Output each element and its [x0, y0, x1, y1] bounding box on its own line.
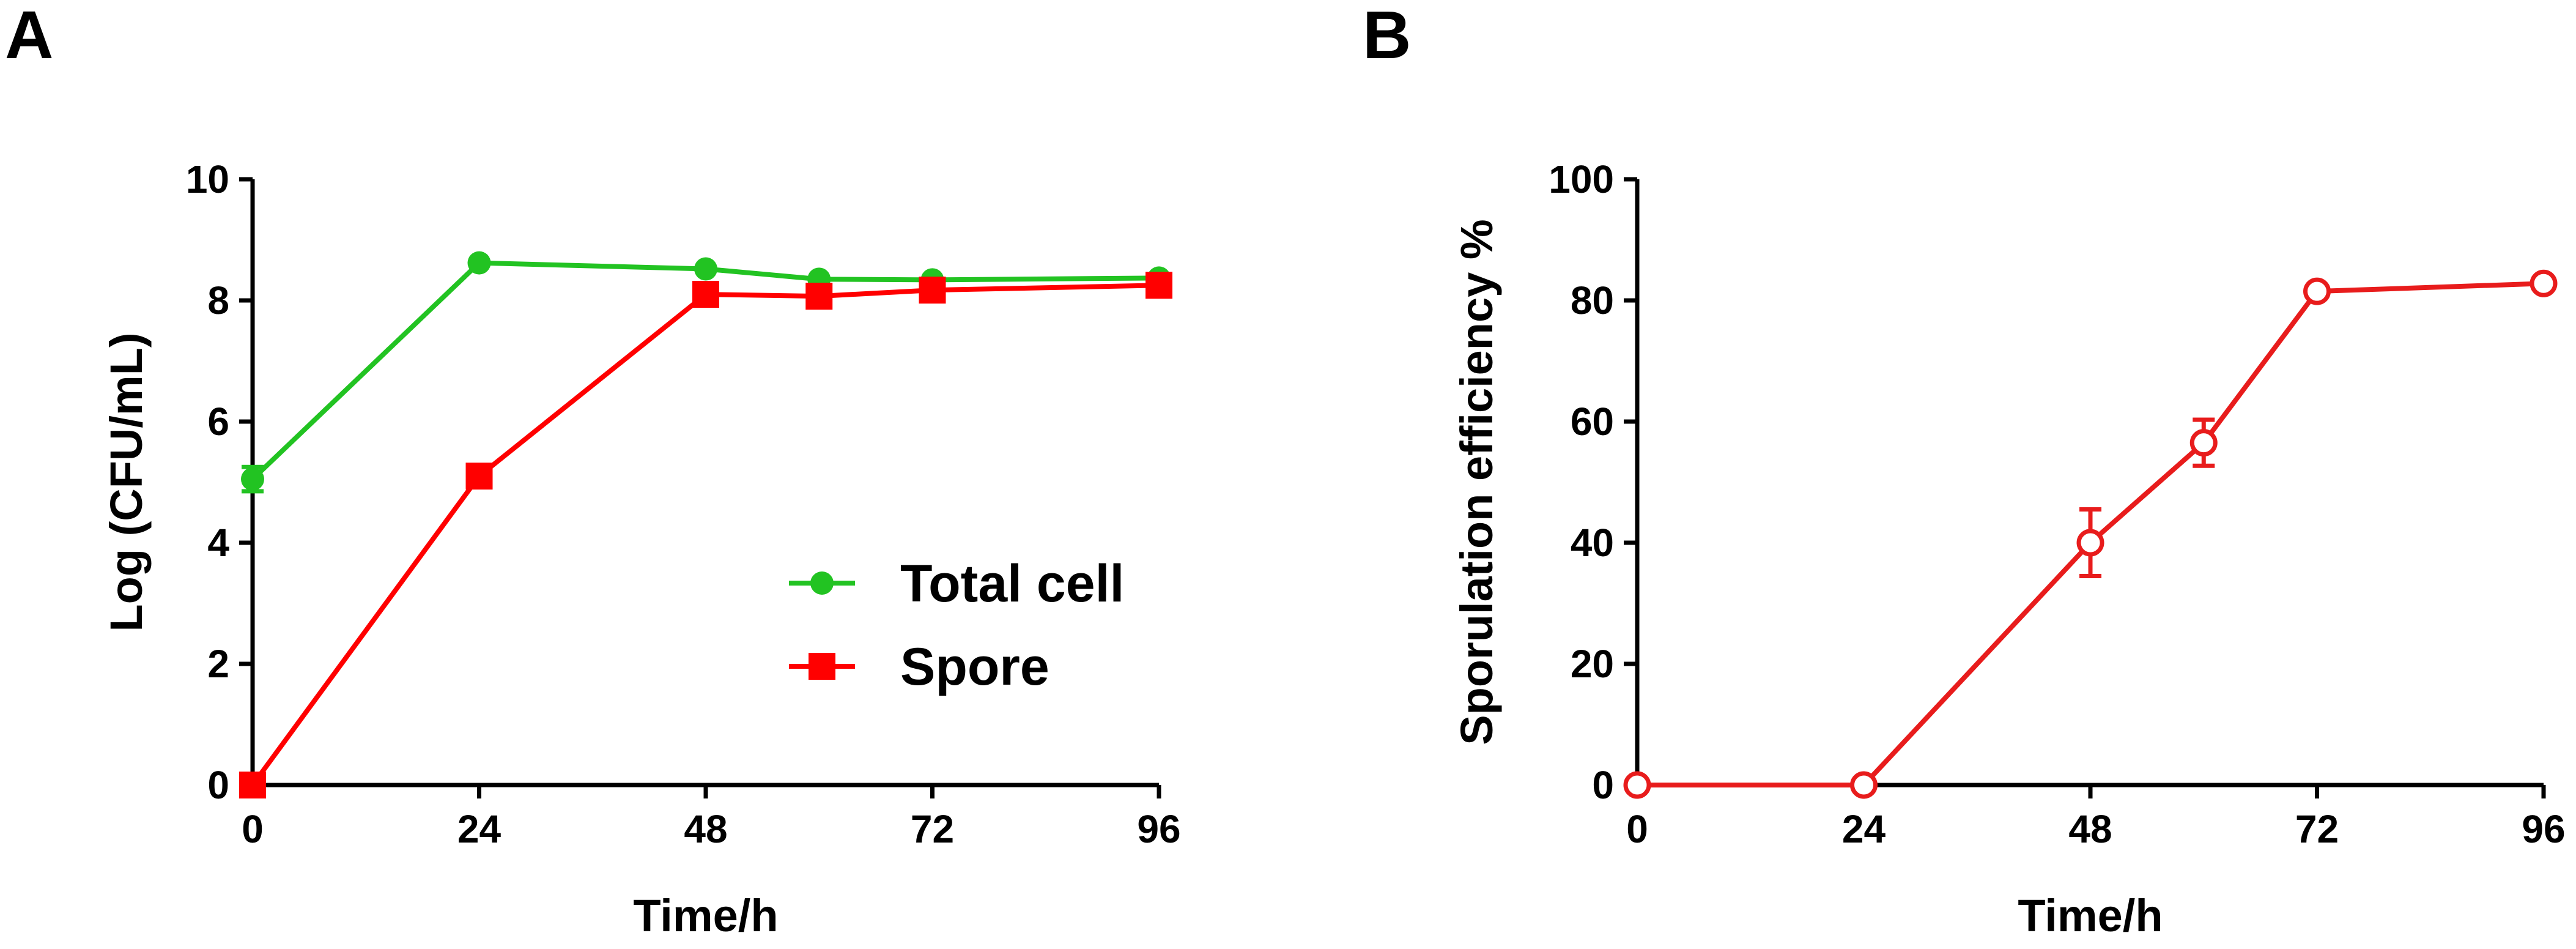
legend-total-cell-marker	[810, 571, 834, 595]
legend-spore-marker	[809, 653, 835, 680]
panel-a-x-tick-label: 72	[911, 807, 954, 851]
panel-b-y-tick-label: 0	[1592, 763, 1614, 807]
spore-point	[805, 283, 833, 310]
panel-b-x-tick-label: 24	[1842, 807, 1886, 851]
panel-a-x-tick-label: 48	[684, 807, 727, 851]
sporulation-efficiency-point	[2303, 277, 2331, 305]
spore-point	[239, 772, 266, 798]
panel-b-ticks: 0 24 48 72 96 0 20 40 60 80 100	[1549, 157, 2565, 851]
panel-a-series	[239, 251, 1172, 798]
panel-a-y-axis-title: Log (CFU/mL)	[101, 332, 152, 631]
total-cell-series-line	[251, 260, 1160, 481]
spore-point	[465, 463, 493, 490]
panel-b-x-tick-label: 0	[1626, 807, 1648, 851]
total-cell-point	[467, 251, 491, 275]
panel-a-x-tick-label: 96	[1137, 807, 1180, 851]
spore-point	[1146, 272, 1172, 299]
spore-point	[919, 277, 946, 304]
sporulation-efficiency-point	[1850, 771, 1878, 799]
sporulation-efficiency-point	[2076, 529, 2104, 557]
panel-a-x-tick-label: 24	[457, 807, 502, 851]
panel-b-x-tick-label: 96	[2522, 807, 2565, 851]
legend-total-cell-label: Total cell	[900, 554, 1124, 613]
sporulation-efficiency-series-line	[1637, 281, 2544, 787]
panel-a-y-tick-label: 6	[207, 400, 229, 444]
panel-letter-a: A	[5, 0, 53, 73]
panel-a-x-tick-label: 0	[242, 807, 264, 851]
panel-b: B 0 24 48 72 96 0 20 40 60 80 100 Time/h Sporulati…	[1363, 0, 2566, 941]
panel-a-x-axis-title: Time/h	[633, 890, 778, 941]
sporulation-efficiency-point	[1623, 771, 1651, 799]
panel-b-y-tick-label: 80	[1571, 278, 1614, 322]
panel-b-y-axis-title: Sporulation efficiency %	[1451, 219, 1502, 745]
panel-b-y-tick-label: 60	[1571, 400, 1614, 444]
panel-a-y-tick-label: 10	[186, 157, 229, 201]
total-cell-point	[694, 257, 717, 281]
panel-a-legend: Total cell Spore	[789, 554, 1124, 696]
panel-b-x-tick-label: 48	[2068, 807, 2112, 851]
panel-a-y-tick-label: 0	[207, 763, 229, 807]
sporulation-efficiency-point	[2189, 429, 2218, 457]
legend-spore-label: Spore	[900, 638, 1049, 696]
panel-b-y-tick-label: 100	[1549, 157, 1614, 201]
spore-point	[692, 281, 719, 308]
panel-b-x-tick-label: 72	[2295, 807, 2339, 851]
panel-a-y-tick-label: 8	[207, 278, 229, 322]
sporulation-efficiency-point	[2530, 269, 2558, 297]
panel-b-x-axis-title: Time/h	[2018, 890, 2163, 941]
panel-letter-b: B	[1363, 0, 1411, 73]
panel-a-y-tick-label: 4	[207, 521, 229, 565]
total-cell-point	[241, 467, 264, 491]
panel-b-y-tick-label: 20	[1571, 642, 1614, 686]
panel-b-series	[1623, 269, 2558, 799]
panel-b-y-tick-label: 40	[1571, 521, 1614, 565]
spore-series-line	[250, 283, 1160, 787]
panel-a-y-tick-label: 2	[207, 642, 229, 686]
